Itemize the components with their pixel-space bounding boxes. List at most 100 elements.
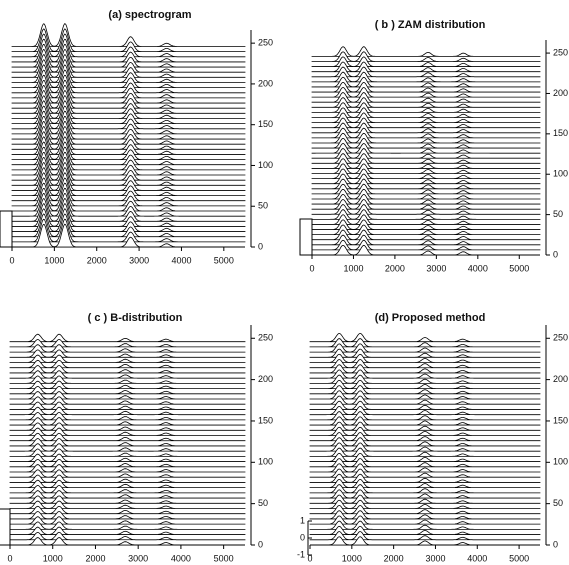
y-tick-label: 0 [258, 241, 263, 251]
trace [11, 79, 246, 104]
trace [9, 359, 246, 369]
trace [309, 447, 541, 457]
trace [311, 51, 541, 62]
trace [309, 505, 541, 515]
x-tick-label: 4000 [171, 255, 191, 265]
trace [11, 172, 246, 196]
y-tick-label: 250 [258, 38, 273, 48]
x-tick-label: 5000 [214, 255, 234, 265]
trace [11, 218, 246, 243]
trace [9, 427, 246, 436]
x-tick-label: 1000 [343, 263, 363, 273]
trace [311, 229, 541, 241]
trace [11, 136, 246, 161]
trace [311, 46, 541, 57]
trace [11, 28, 246, 53]
trace [11, 33, 246, 58]
trace [311, 56, 541, 67]
trace [309, 421, 541, 431]
y-tick-label: 150 [258, 415, 273, 425]
x-tick-label: 2000 [87, 255, 107, 265]
x-tick-label: 2000 [385, 263, 405, 273]
trace [9, 406, 246, 416]
y-tick-label: 50 [553, 209, 563, 219]
trace [311, 143, 541, 154]
left-tick-label: 1 [300, 515, 305, 525]
trace [311, 153, 541, 164]
y-tick-label: 50 [258, 201, 268, 211]
x-tick-label: 4000 [467, 553, 487, 563]
trace [311, 199, 541, 210]
trace [11, 59, 246, 83]
trace [311, 188, 541, 200]
trace [9, 422, 246, 431]
y-tick-label: 150 [553, 415, 568, 425]
x-tick-label: 3000 [426, 263, 446, 273]
trace [311, 66, 541, 78]
trace [311, 163, 541, 174]
trace [11, 84, 246, 109]
trace [11, 105, 246, 130]
trace [11, 182, 246, 207]
trace [311, 132, 541, 144]
trace [9, 354, 246, 363]
trace [310, 536, 540, 546]
trace [309, 452, 541, 462]
trace [11, 151, 246, 176]
trace [11, 192, 246, 217]
trace [11, 64, 246, 89]
trace [311, 239, 541, 251]
trace [9, 365, 246, 374]
trace [9, 333, 246, 343]
y-tick-label: 200 [258, 78, 273, 88]
trace [309, 400, 541, 410]
y-tick-label: 150 [553, 128, 568, 138]
trace [11, 156, 246, 181]
trace [309, 411, 541, 421]
trace [11, 208, 246, 232]
trace [309, 374, 541, 384]
trace [311, 122, 541, 134]
trace [11, 141, 246, 166]
trace [311, 234, 541, 246]
trace [311, 102, 541, 113]
left-tick-label: -1 [297, 549, 305, 559]
trace [311, 204, 541, 215]
trace [311, 148, 541, 159]
trace [309, 364, 541, 374]
trace [311, 183, 541, 195]
trace [311, 97, 541, 108]
trace [311, 219, 541, 230]
trace [309, 416, 541, 426]
trace [9, 344, 246, 353]
trace [311, 92, 541, 103]
trace [309, 343, 541, 353]
trace [11, 162, 246, 186]
trace [311, 193, 541, 205]
trace [11, 23, 246, 47]
trace [11, 49, 246, 73]
trace [9, 375, 246, 384]
trace [309, 437, 541, 447]
x-tick-label: 3000 [128, 553, 148, 563]
trace [9, 380, 246, 389]
trace [309, 494, 541, 504]
trace [309, 525, 541, 535]
trace [9, 448, 246, 457]
trace [9, 411, 246, 421]
y-tick-label: 200 [553, 374, 568, 384]
y-tick-label: 100 [553, 169, 568, 179]
y-tick-label: 250 [258, 333, 273, 343]
x-tick-label: 0 [9, 255, 14, 265]
trace [11, 126, 246, 150]
trace [309, 390, 541, 400]
trace [309, 359, 541, 369]
trace [309, 463, 541, 473]
x-tick-label: 4000 [468, 263, 488, 273]
trace [11, 177, 246, 202]
x-tick-label: 2000 [384, 553, 404, 563]
x-tick-label: 2000 [85, 553, 105, 563]
trace [311, 168, 541, 180]
y-tick-label: 100 [553, 457, 568, 467]
